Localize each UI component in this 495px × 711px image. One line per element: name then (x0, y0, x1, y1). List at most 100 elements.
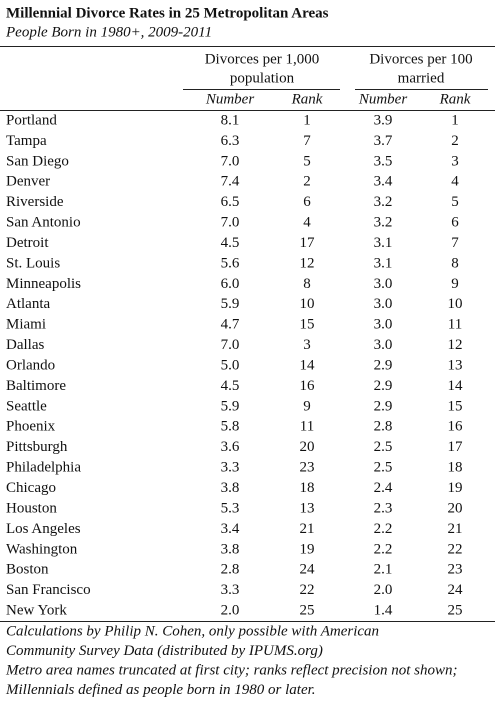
cell-value: 1 (451, 112, 459, 128)
cell-value: 7.0 (221, 215, 240, 231)
cell-value: 11 (448, 317, 462, 333)
column-header: Number (358, 91, 407, 107)
cell-value: 5.9 (221, 296, 240, 312)
cell-value: 3.4 (374, 174, 393, 190)
city-name: Phoenix (6, 419, 56, 435)
city-name: Washington (6, 541, 78, 557)
cell-value: 5.0 (221, 357, 240, 373)
cell-value: 13 (448, 357, 463, 373)
cell-value: 6.5 (221, 194, 240, 210)
cell-value: 3.0 (374, 337, 393, 353)
cell-value: 5 (451, 194, 459, 210)
city-name: Pittsburgh (6, 439, 68, 455)
cell-value: 8.1 (221, 112, 240, 128)
group-header: population (230, 70, 295, 86)
cell-value: 3.2 (374, 215, 393, 231)
cell-value: 5.3 (221, 500, 240, 516)
footnote: Calculations by Philip N. Cohen, only po… (6, 623, 379, 639)
subtitle: People Born in 1980+, 2009-2011 (5, 24, 212, 40)
city-name: Philadelphia (6, 460, 81, 476)
city-name: Riverside (6, 194, 64, 210)
cell-value: 5.8 (221, 419, 240, 435)
cell-value: 14 (448, 378, 464, 394)
cell-value: 3 (451, 153, 459, 169)
city-name: Portland (6, 112, 57, 128)
column-header: Number (205, 91, 254, 107)
cell-value: 4 (451, 174, 459, 190)
cell-value: 1 (303, 112, 311, 128)
city-name: Minneapolis (6, 276, 81, 292)
cell-value: 24 (448, 582, 464, 598)
group-header: Divorces per 1,000 (205, 51, 320, 67)
cell-value: 5.9 (221, 398, 240, 414)
group-header: Divorces per 100 (369, 51, 472, 67)
cell-value: 2.9 (374, 378, 393, 394)
cell-value: 7 (451, 235, 459, 251)
city-name: Miami (6, 317, 46, 333)
city-name: Boston (6, 562, 49, 578)
cell-value: 12 (448, 337, 463, 353)
cell-value: 12 (300, 255, 315, 271)
cell-value: 20 (300, 439, 315, 455)
title: Millennial Divorce Rates in 25 Metropoli… (6, 5, 329, 21)
cell-value: 2.3 (374, 500, 393, 516)
group-header: married (398, 70, 445, 86)
cell-value: 7 (303, 133, 311, 149)
cell-value: 22 (300, 582, 315, 598)
cell-value: 9 (303, 398, 311, 414)
cell-value: 3.5 (374, 153, 393, 169)
cell-value: 3 (303, 337, 311, 353)
cell-value: 2.2 (374, 541, 393, 557)
cell-value: 3.4 (221, 521, 240, 537)
cell-value: 3.6 (221, 439, 240, 455)
cell-value: 24 (300, 562, 316, 578)
city-name: Dallas (6, 337, 44, 353)
cell-value: 19 (448, 480, 463, 496)
cell-value: 25 (300, 603, 315, 619)
cell-value: 20 (448, 500, 463, 516)
city-name: Seattle (6, 398, 47, 414)
cell-value: 7.4 (221, 174, 240, 190)
cell-value: 23 (448, 562, 463, 578)
cell-value: 23 (300, 460, 315, 476)
cell-value: 2.4 (374, 480, 393, 496)
cell-value: 3.3 (221, 582, 240, 598)
cell-value: 16 (300, 378, 316, 394)
cell-value: 1.4 (374, 603, 393, 619)
cell-value: 17 (448, 439, 464, 455)
cell-value: 4.7 (221, 317, 240, 333)
cell-value: 6.3 (221, 133, 240, 149)
column-header: Rank (291, 91, 323, 107)
cell-value: 2 (451, 133, 459, 149)
cell-value: 10 (300, 296, 315, 312)
cell-value: 2.5 (374, 439, 393, 455)
cell-value: 18 (300, 480, 315, 496)
city-name: Tampa (6, 133, 47, 149)
cell-value: 2.1 (374, 562, 393, 578)
cell-value: 3.1 (374, 235, 393, 251)
cell-value: 7.0 (221, 337, 240, 353)
cell-value: 4.5 (221, 235, 240, 251)
cell-value: 5.6 (221, 255, 240, 271)
cell-value: 6 (303, 194, 311, 210)
cell-value: 2.5 (374, 460, 393, 476)
cell-value: 7.0 (221, 153, 240, 169)
cell-value: 2.9 (374, 357, 393, 373)
city-name: Chicago (6, 480, 56, 496)
cell-value: 15 (300, 317, 315, 333)
cell-value: 3.7 (374, 133, 393, 149)
cell-value: 3.0 (374, 296, 393, 312)
cell-value: 4.5 (221, 378, 240, 394)
cell-value: 3.2 (374, 194, 393, 210)
cell-value: 3.0 (374, 276, 393, 292)
cell-value: 13 (300, 500, 315, 516)
cell-value: 3.8 (221, 541, 240, 557)
cell-value: 9 (451, 276, 459, 292)
cell-value: 2.0 (374, 582, 393, 598)
cell-value: 16 (448, 419, 464, 435)
cell-value: 8 (303, 276, 311, 292)
city-name: Houston (6, 500, 57, 516)
city-name: Los Angeles (6, 521, 81, 537)
